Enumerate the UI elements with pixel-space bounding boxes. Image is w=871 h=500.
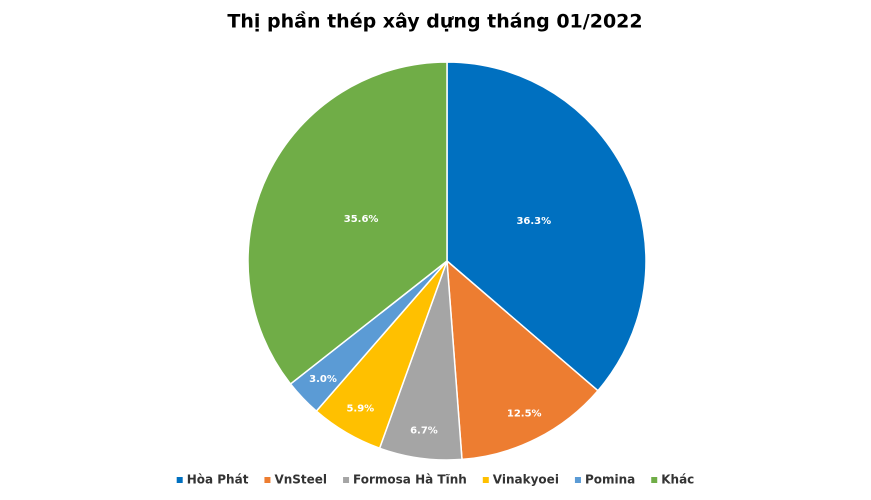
data-label: 12.5% <box>507 409 542 420</box>
pie-slice <box>446 259 599 461</box>
legend-label: Hòa Phát <box>187 473 249 487</box>
legend-marker <box>264 477 271 483</box>
legend-label: Vinakyoei <box>493 473 559 487</box>
data-label: 35.6% <box>344 214 379 225</box>
data-label: 36.3% <box>516 216 551 227</box>
legend-marker <box>574 477 581 483</box>
legend-marker <box>343 477 350 483</box>
legend-marker <box>482 477 489 483</box>
legend-label: VnSteel <box>274 473 327 487</box>
legend-marker <box>176 477 183 483</box>
legend: Hòa Phát VnSteel Formosa Hà Tĩnh Vinakyoei P… <box>176 473 694 487</box>
legend-label: Khác <box>661 473 694 487</box>
pie-slice <box>446 61 647 392</box>
data-label: 6.7% <box>410 426 438 437</box>
chart-title: Thị phần thép xây dựng tháng 01/2022 <box>227 10 642 33</box>
legend-label: Pomina <box>585 473 635 487</box>
data-label: 3.0% <box>309 374 337 385</box>
data-label: 5.9% <box>346 404 374 415</box>
legend-marker <box>651 477 658 483</box>
pie-slice <box>247 61 448 386</box>
legend-label: Formosa Hà Tĩnh <box>353 473 467 487</box>
